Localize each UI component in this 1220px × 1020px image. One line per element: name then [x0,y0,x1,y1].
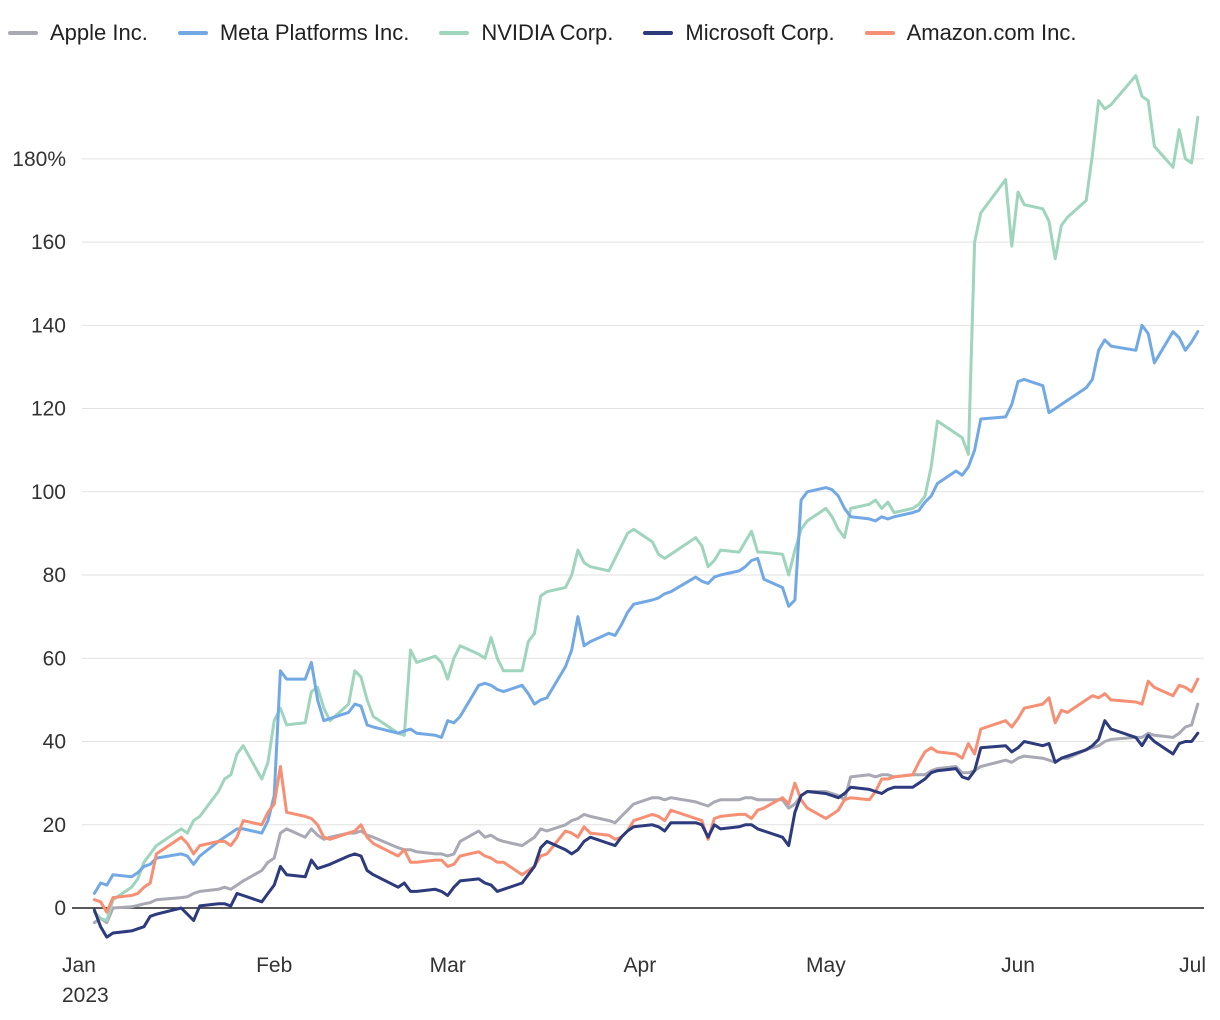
y-tick-label: 20 [43,814,66,837]
y-tick-label: 0 [54,897,66,920]
legend-label: Microsoft Corp. [685,20,835,45]
series-line-meta-platforms-inc [92,323,1200,895]
legend-item-meta-platforms-inc: Meta Platforms Inc. [177,20,410,46]
chart-legend: Apple Inc. Meta Platforms Inc. NVIDIA Corp… [8,16,1107,50]
legend-label: Apple Inc. [50,20,148,45]
legend-swatch [643,31,674,35]
x-tick-label: Feb [256,954,292,977]
legend-label: NVIDIA Corp. [481,20,614,45]
legend-item-amazon-com-inc: Amazon.com Inc. [864,20,1077,46]
legend-swatch [864,31,895,35]
x-tick-label: Jul [1179,954,1206,977]
legend-item-microsoft-corp: Microsoft Corp. [643,20,835,46]
y-tick-label: 120 [31,398,66,421]
series-line-nvidia-corp [92,74,1200,922]
y-tick-label: 100 [31,481,66,504]
x-axis-tick-labels: Jan 2023 Feb Mar Apr May Jun Jul [62,954,1206,1007]
y-tick-label: 80 [43,564,66,587]
legend-item-apple-inc: Apple Inc. [8,20,148,46]
x-tick-label: Apr [624,954,657,977]
y-tick-label: 140 [31,314,66,337]
x-tick-label: Jun [1001,954,1035,977]
y-tick-label: 180% [12,148,66,171]
series-line-amazon-com-inc [92,677,1200,914]
x-tick-label: Jan [62,954,96,977]
y-tick-label: 40 [43,731,66,754]
series-line-microsoft-corp [92,719,1200,939]
legend-label: Amazon.com Inc. [906,20,1077,45]
y-axis-tick-labels: 0 20 40 60 80 100 120 140 160 180% [12,148,66,920]
series-lines [92,74,1200,939]
legend-item-nvidia-corp: NVIDIA Corp. [439,20,613,46]
legend-label: Meta Platforms Inc. [219,20,410,45]
legend-swatch [8,31,38,35]
x-tick-label: Mar [430,954,466,977]
legend-swatch [177,31,208,35]
series-line-apple-inc [92,702,1200,925]
legend-swatch [439,31,470,35]
y-tick-label: 160 [31,231,66,254]
y-tick-label: 60 [43,647,66,670]
x-tick-label: May [806,954,846,977]
x-tick-sublabel: 2023 [62,984,109,1007]
